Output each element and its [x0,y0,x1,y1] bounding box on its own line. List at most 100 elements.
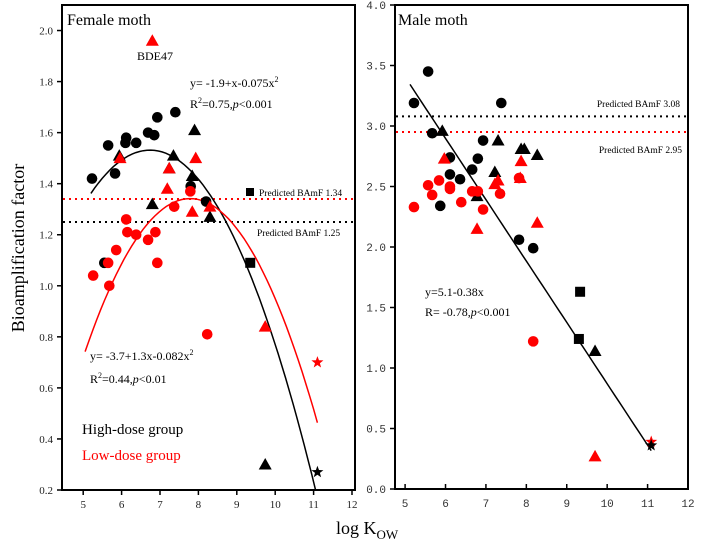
x-tick-label: 11 [308,499,319,511]
x-tick-label: 6 [442,499,449,511]
low-dose-circle-point [472,186,484,197]
female-moth-panel: 5 6 7 8 9 10 11 12 0.2 0.4 0.6 0.8 1.0 1.2 1.4 1.6 1.8 2.… [39,4,358,511]
low-dose-triangle-point [160,182,174,194]
low-dose-circle-point [102,257,114,269]
high-dose-circle-point [120,137,131,149]
low-dose-circle-point [185,186,196,197]
y-tick-label: 0.4 [39,434,53,446]
high-fit-equation: y= -1.9+x-0.075x2 [190,75,279,90]
male-fit-r: R= -0.78,p<0.001 [425,305,511,319]
high-dose-circle-point [495,97,507,109]
low-fit-equation: y= -3.7+1.3x-0.082x2 [90,348,194,363]
legend-low-dose: Low-dose group [82,448,181,464]
x-tick-label: 9 [234,499,240,511]
high-dose-circle-point [408,97,420,109]
low-dose-circle-point [527,336,539,347]
y-tick-label: 2.0 [39,26,53,38]
y-tick-label: 1.0 [39,281,53,293]
low-dose-triangle-point [162,161,176,174]
y-tick-label: 1.8 [39,77,53,89]
y-tick-label: 0.5 [366,425,386,437]
low-dose-triangle-point [145,34,159,46]
x-tick-label: 11 [641,499,655,511]
low-dose-triangle-point [530,216,544,228]
low-dose-circle-point [422,179,434,191]
male-moth-panel: 5 6 7 8 9 10 11 12 0.0 0.5 1.0 1.5 2.0 2.5 3.0 3.5 4.0 [366,1,694,511]
low-dose-triangle-point [491,173,505,186]
high-dose-circle-point [170,106,181,118]
female-panel-title: Female moth [67,12,151,29]
x-tick-label: 12 [347,499,358,511]
high-dose-circle-point [454,173,466,185]
predicted-bamf-high-label-male: Predicted BAmF 3.08 [597,100,680,110]
high-dose-star-point [645,439,658,451]
predicted-bamf-high-label: Predicted BAmF 1.25 [257,229,340,239]
y-tick-label: 0.6 [39,383,53,395]
high-dose-triangle-point [145,197,159,210]
high-dose-circle-point [148,129,160,141]
y-tick-label: 1.5 [366,304,386,316]
high-dose-triangle-point [517,142,531,154]
high-dose-circle-point [472,153,484,164]
low-dose-triangle-point [470,222,484,234]
high-dose-circle-point [527,242,539,254]
high-dose-triangle-point [166,149,180,161]
high-dose-circle-point [152,112,163,123]
fit-curve-high [409,83,652,452]
low-dose-circle-point [142,234,154,246]
predicted-bamf-low-label: Predicted BAmF 1.34 [259,189,342,199]
high-dose-circle-point [130,137,142,149]
high-dose-circle-point [422,66,434,77]
male-fit-equation: y=5.1-0.38x [425,285,484,299]
x-tick-label: 5 [80,499,86,511]
low-dose-circle-point [152,257,163,269]
low-dose-triangle-point [437,152,451,164]
x-tick-label: 8 [196,499,202,511]
low-dose-circle-point [477,204,489,215]
x-tick-label: 8 [523,499,530,511]
y-tick-label: 0.8 [39,332,53,344]
low-dose-triangle-point [588,449,602,462]
y-tick-label: 3.5 [366,62,386,74]
plot-frame [61,4,356,491]
high-dose-triangle-point [258,457,272,470]
high-dose-circle-point [102,140,114,151]
low-dose-circle-point [104,280,115,292]
y-tick-label: 1.2 [39,230,53,242]
high-dose-triangle-point [188,123,202,136]
y-tick-label: 4.0 [366,1,386,13]
x-tick-label: 10 [601,499,614,511]
low-dose-triangle-point [203,200,217,212]
low-dose-circle-point [201,328,213,340]
x-tick-label: 7 [483,499,490,511]
high-dose-circle-point [466,164,478,175]
low-dose-triangle-point [514,154,528,167]
high-dose-triangle-point [203,210,217,222]
low-dose-triangle-point [189,151,203,164]
low-dose-circle-point [433,175,445,186]
low-dose-circle-point [150,226,161,238]
y-axis-label: Bioamplification factor [8,164,28,332]
fit-curve-high [90,149,317,490]
low-dose-triangle-point [513,171,527,184]
low-dose-circle-point [120,214,132,225]
y-tick-label: 0.0 [366,485,386,497]
male-panel-title: Male moth [398,12,468,29]
predicted-marker-square [246,188,254,196]
low-dose-circle-point [122,226,133,238]
low-dose-circle-point [130,229,142,241]
y-tick-label: 1.4 [39,179,53,191]
low-dose-triangle-point [113,151,127,164]
high-dose-star-point [311,465,324,478]
high-dose-square-point [575,286,586,297]
plot-frame [394,4,689,490]
high-dose-circle-point [109,168,121,179]
high-dose-triangle-point [588,344,602,357]
predicted-bamf-low-label-male: Predicted BAmF 2.95 [599,146,682,156]
high-dose-square-point [573,333,584,344]
high-dose-circle-point [513,234,525,246]
legend-high-dose: High-dose group [82,422,183,438]
low-dose-circle-point [426,189,438,201]
y-tick-label: 1.0 [366,364,386,376]
